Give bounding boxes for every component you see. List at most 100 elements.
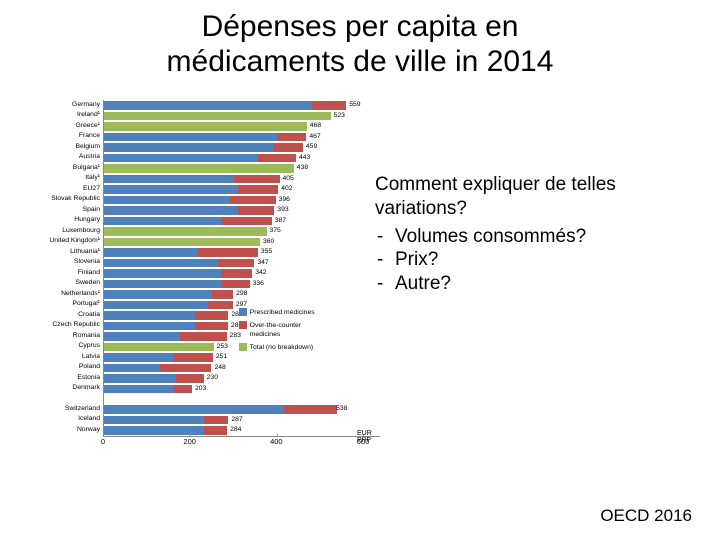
spending-bar-chart: Germany559Ireland¹523Greece¹468France467… xyxy=(20,100,380,450)
bar-segment xyxy=(104,196,230,205)
bar-segment xyxy=(104,238,260,247)
bar-segment xyxy=(104,290,212,299)
x-axis: 0200400600EUR PPP xyxy=(103,436,380,451)
bar-zone: 396 xyxy=(103,195,380,206)
bar-zone: 298 xyxy=(103,289,380,300)
row-value: 251 xyxy=(216,353,227,362)
slide: Dépenses per capita en médicaments de vi… xyxy=(0,0,720,540)
chart-row: Slovak Republic396 xyxy=(20,195,380,206)
bar-segment xyxy=(160,364,211,373)
bar-segment xyxy=(104,322,195,331)
chart-row: Norway 284 xyxy=(20,425,380,436)
chart-row: United Kingdom¹360 xyxy=(20,237,380,248)
legend-label-otc-2: medicines xyxy=(250,331,281,338)
bar-zone: 468 xyxy=(103,121,380,132)
chart-row: Hungary387 xyxy=(20,216,380,227)
row-label: Spain xyxy=(20,207,103,214)
row-label: Netherlands¹ xyxy=(20,291,103,298)
bar-segment xyxy=(277,133,306,142)
bar-segment xyxy=(104,269,221,278)
page-title: Dépenses per capita en médicaments de vi… xyxy=(0,10,720,79)
bar-segment xyxy=(104,227,267,236)
chart-row: Germany 559 xyxy=(20,100,380,111)
row-value: 438 xyxy=(297,164,308,173)
row-label: Slovak Republic xyxy=(20,196,103,203)
chart-row: Switzerland xyxy=(20,404,380,415)
bar-segment xyxy=(234,175,280,184)
row-label: United Kingdom¹ xyxy=(20,238,103,245)
chart-row: Finland 342 xyxy=(20,268,380,279)
source-label: OECD 2016 xyxy=(600,506,692,526)
bar-zone: 203 xyxy=(103,384,380,395)
chart-row: Bulgaria¹438 xyxy=(20,163,380,174)
commentary-item-1: Volumes consommés? xyxy=(395,225,695,249)
bar-zone: 393 xyxy=(103,205,380,216)
bar-segment xyxy=(195,311,228,320)
commentary-list: Volumes consommés? Prix? Autre? xyxy=(375,225,695,296)
bar-segment xyxy=(104,122,307,131)
row-value: 393 xyxy=(277,206,288,215)
row-label: Norway xyxy=(20,427,103,434)
bar-zone: 438 xyxy=(103,163,380,174)
bar-segment xyxy=(258,154,296,163)
bar-segment xyxy=(284,405,337,414)
chart-row: Portugal¹297 xyxy=(20,300,380,311)
bar-segment xyxy=(217,259,255,268)
bar-zone: 523 xyxy=(103,111,380,122)
bar-segment xyxy=(180,332,227,341)
row-value: 230 xyxy=(207,374,218,383)
row-label: Finland xyxy=(20,270,103,277)
row-value: 559 xyxy=(349,101,360,110)
bar-zone: 230 xyxy=(103,373,380,384)
row-label: Croatia xyxy=(20,312,103,319)
row-value: 253 xyxy=(217,343,228,352)
bar-segment xyxy=(104,133,277,142)
bar-zone: 251 xyxy=(103,352,380,363)
bar-segment xyxy=(104,353,173,362)
bar-zone: 443 xyxy=(103,153,380,164)
bar-segment xyxy=(104,405,284,414)
bar-segment xyxy=(104,112,331,121)
row-label: Ireland¹ xyxy=(20,112,103,119)
bar-segment xyxy=(104,332,180,341)
title-line-1: Dépenses per capita en xyxy=(202,10,519,43)
chart-row: Greece¹ 468 xyxy=(20,121,380,132)
row-label: Slovenia xyxy=(20,259,103,266)
row-value: 342 xyxy=(255,269,266,278)
bar-segment xyxy=(104,206,238,215)
row-label: Lithuania¹ xyxy=(20,249,103,256)
row-label: Estonia xyxy=(20,375,103,382)
row-label: Germany xyxy=(20,102,103,109)
bar-segment xyxy=(104,217,221,226)
row-value: 468 xyxy=(310,122,321,131)
bar-segment xyxy=(104,374,176,383)
bar-segment xyxy=(204,416,229,425)
row-value: 405 xyxy=(283,175,294,184)
switzerland-value: 538 xyxy=(336,405,347,414)
chart-row: Spain 393 xyxy=(20,205,380,216)
bar-segment xyxy=(104,364,160,373)
chart-row: Sweden336 xyxy=(20,279,380,290)
bar-segment xyxy=(176,374,204,383)
chart-row: Netherlands¹298 xyxy=(20,289,380,300)
bar-zone: 248 xyxy=(103,363,380,374)
axis-tick: 0 xyxy=(101,437,105,446)
bar-zone: 287 xyxy=(103,415,380,426)
row-value: 284 xyxy=(230,426,241,435)
row-label: Belgium xyxy=(20,144,103,151)
row-label: Poland xyxy=(20,364,103,371)
bar-segment xyxy=(204,426,227,435)
row-value: 347 xyxy=(257,259,268,268)
row-value: 467 xyxy=(309,133,320,142)
chart-row: Denmark203 xyxy=(20,384,380,395)
bar-segment xyxy=(173,353,212,362)
legend: Prescribed medicinesOver-the-countermedi… xyxy=(239,308,315,352)
row-value: 459 xyxy=(306,143,317,152)
row-label: Sweden xyxy=(20,280,103,287)
row-label: Greece¹ xyxy=(20,123,103,130)
row-value: 248 xyxy=(214,364,225,373)
bar-segment xyxy=(104,343,214,352)
bar-segment xyxy=(104,185,238,194)
chart-row: Lithuania¹355 xyxy=(20,247,380,258)
chart-row: Latvia251 xyxy=(20,352,380,363)
